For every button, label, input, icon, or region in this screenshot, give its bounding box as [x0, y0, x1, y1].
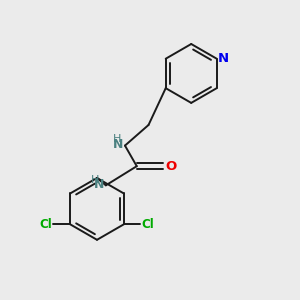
Text: N: N: [218, 52, 229, 65]
Text: N: N: [94, 178, 104, 191]
Text: Cl: Cl: [39, 218, 52, 231]
Text: N: N: [113, 138, 124, 151]
Text: O: O: [165, 160, 176, 173]
Text: Cl: Cl: [141, 218, 154, 231]
Text: H: H: [91, 175, 99, 185]
Text: H: H: [112, 134, 121, 144]
